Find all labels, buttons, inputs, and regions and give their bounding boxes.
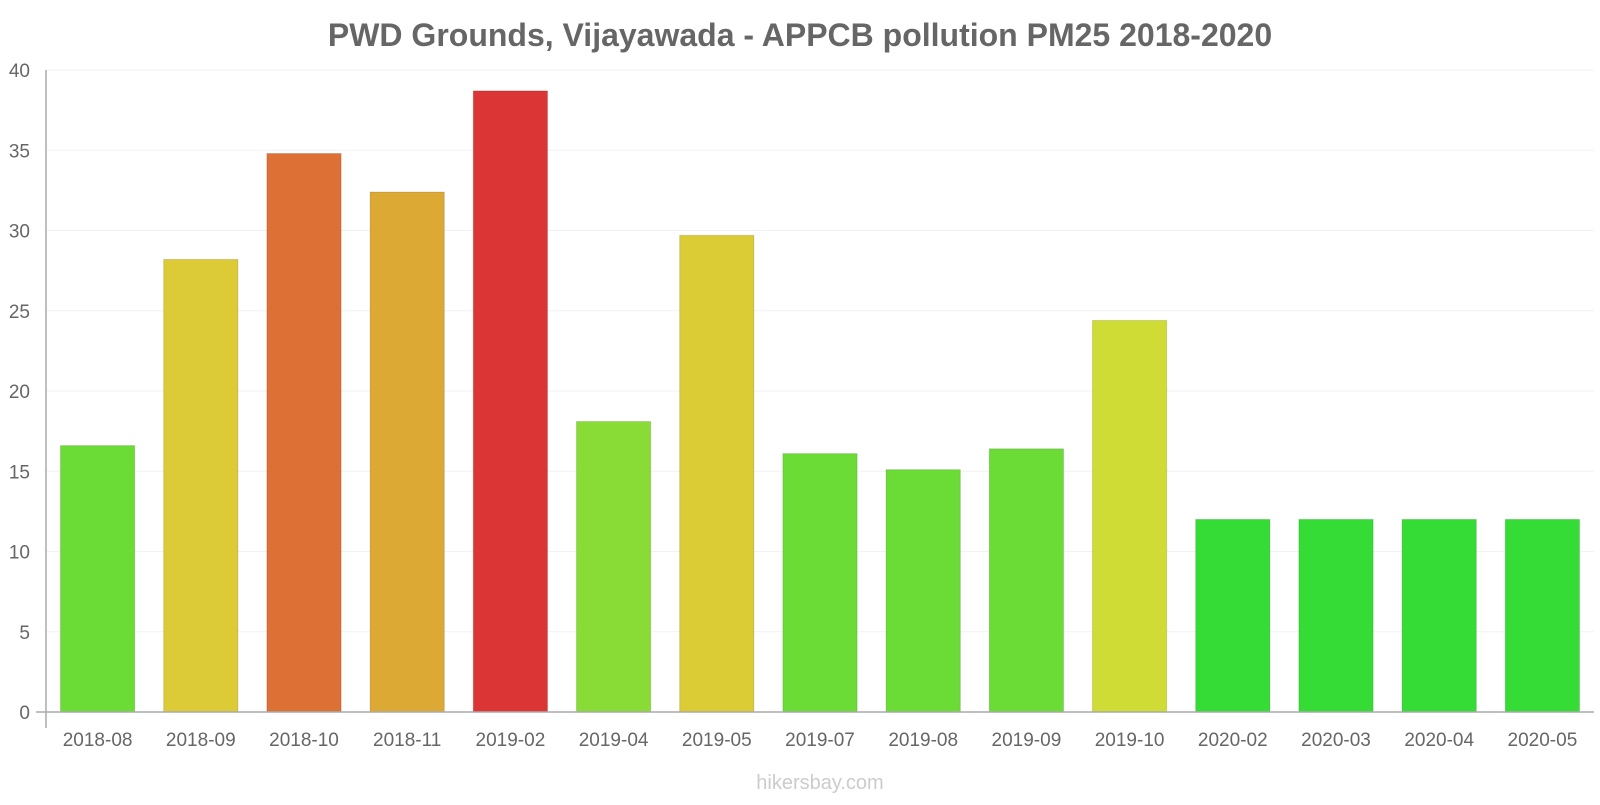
bar-2018-11: [369, 191, 445, 713]
bar-2019-07: [782, 453, 858, 713]
bar-2020-04: [1401, 518, 1477, 713]
x-tick-label: 2018-11: [373, 730, 441, 751]
y-tick-label: 20: [9, 382, 30, 403]
y-tick-label: 10: [9, 543, 30, 564]
x-tick-label: 2020-03: [1301, 730, 1371, 751]
bar-2019-02: [472, 90, 549, 713]
x-tick-label: 2020-04: [1404, 730, 1474, 751]
bar-2019-04: [575, 420, 652, 713]
y-tick-label: 30: [9, 222, 30, 243]
x-tick-label: 2019-10: [1095, 730, 1165, 751]
watermark: hikersbay.com: [756, 772, 883, 794]
y-tick-label: 35: [9, 141, 30, 162]
x-tick-labels: 2018-08 2018-09 2018-10 2018-11 2019-02 2019-…: [63, 730, 1578, 751]
y-tick-label: 15: [9, 462, 30, 483]
bar-2020-03: [1298, 518, 1374, 713]
x-tick-label: 2018-08: [63, 730, 133, 751]
bar-2018-08: [59, 445, 136, 713]
bar-2019-08: [885, 469, 961, 713]
y-tick-label: 40: [9, 61, 30, 82]
bar-2018-10: [266, 152, 342, 713]
bar-2020-02: [1195, 518, 1271, 713]
x-tick-label: 2020-02: [1198, 730, 1268, 751]
bars: [59, 90, 1581, 713]
y-tick-label: 0: [19, 703, 30, 724]
x-tick-label: 2018-10: [269, 730, 339, 751]
y-tick-labels: 0 5 10 15 20 25 30 35 40: [9, 61, 30, 724]
chart-title: PWD Grounds, Vijayawada - APPCB pollutio…: [328, 17, 1272, 53]
x-tick-label: 2018-09: [166, 730, 236, 751]
x-tick-label: 2019-09: [992, 730, 1062, 751]
y-tick-label: 5: [19, 623, 30, 644]
x-tick-label: 2019-08: [888, 730, 958, 751]
bar-2019-10: [1091, 319, 1168, 713]
x-tick-label: 2019-04: [579, 730, 649, 751]
x-tick-label: 2019-05: [682, 730, 752, 751]
x-tick-label: 2019-07: [785, 730, 855, 751]
bar-2018-09: [163, 258, 239, 713]
y-tick-label: 25: [9, 302, 30, 323]
x-tick-label: 2020-05: [1508, 730, 1578, 751]
bar-2020-05: [1504, 518, 1581, 713]
bar-2019-09: [988, 448, 1065, 713]
x-tick-label: 2019-02: [476, 730, 546, 751]
axes: [36, 70, 1594, 728]
bar-2019-05: [679, 234, 755, 713]
